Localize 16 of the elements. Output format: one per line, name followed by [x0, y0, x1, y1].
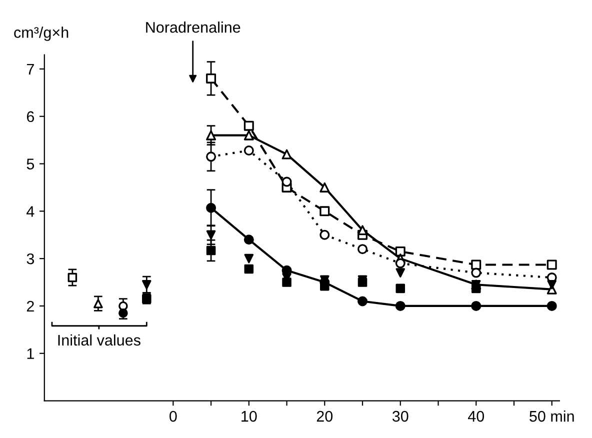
y-tick-label: 2 — [26, 300, 34, 312]
y-tick-label: 3 — [26, 253, 34, 264]
x-tick-label: 50 min — [530, 410, 574, 422]
y-axis-title: cm³/g×h — [14, 26, 68, 41]
x-tick-label: 10 — [242, 410, 257, 422]
y-tick-label: 5 — [26, 158, 34, 170]
y-tick-label: 1 — [27, 348, 34, 359]
x-tick-label: 20 — [316, 410, 333, 422]
text: Noradrenaline — [146, 22, 240, 33]
y-tick-label: 6 — [26, 111, 34, 122]
annotation: Initial values — [58, 334, 140, 346]
x-tick-label: 30 — [392, 410, 408, 422]
x-tick-label: 40 — [468, 410, 484, 422]
x-tick-label: 0 — [170, 410, 177, 422]
y-tick-label: 7 — [26, 64, 34, 75]
y-tick-label: 4 — [26, 206, 34, 217]
